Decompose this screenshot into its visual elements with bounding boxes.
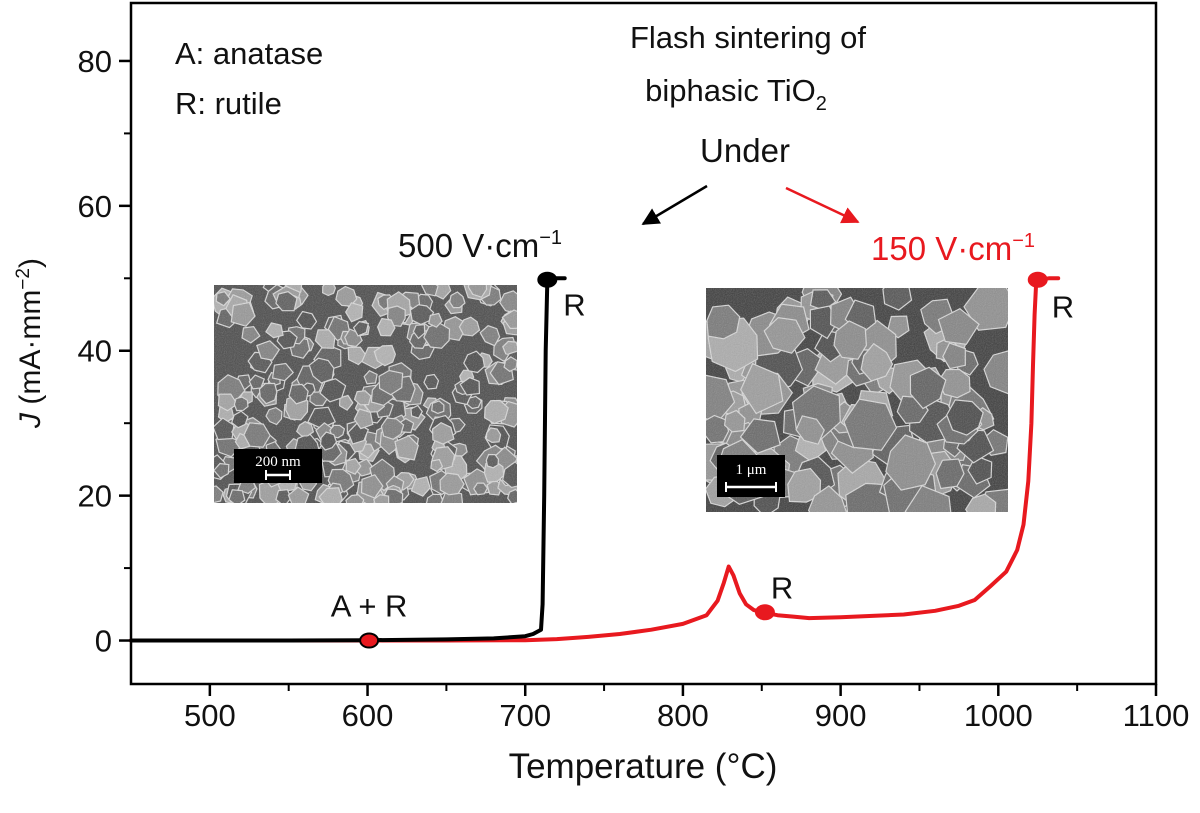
x-axis-label: Temperature (°C): [509, 747, 778, 786]
x-tick-label: 800: [657, 698, 709, 733]
x-tick-label: 600: [342, 698, 394, 733]
legend-rutile: R: rutile: [175, 86, 282, 121]
y-tick-label: 60: [78, 189, 112, 224]
x-axis: 500 600 700 800 900 1000 1100: [184, 684, 1189, 733]
marker-layer: A + R R R R: [331, 271, 1074, 649]
sem-inset-1: [214, 285, 517, 503]
arrow-to-150: [785, 186, 860, 224]
scale-bar-1-label: 200 nm: [255, 454, 301, 470]
y-axis: 0 20 40 60 80: [78, 44, 131, 659]
title-line-3: Under: [700, 132, 790, 169]
legend-anatase: A: anatase: [175, 36, 323, 71]
x-tick-label: 900: [815, 698, 867, 733]
marker-label: R: [1052, 290, 1074, 325]
marker-label: A + R: [331, 589, 408, 624]
x-tick-label: 1000: [964, 698, 1033, 733]
plot-frame: [129, 1, 1158, 686]
series-line: [129, 276, 1061, 643]
y-tick-label: 40: [78, 334, 112, 369]
scale-bar-2-label: 1 μm: [736, 462, 767, 478]
arrow-to-500: [641, 184, 708, 226]
y-tick-label: 20: [78, 479, 112, 514]
y-axis-label: J (mA·mm−2): [13, 258, 47, 429]
x-tick-label: 500: [184, 698, 236, 733]
y-tick-label: 80: [78, 44, 112, 79]
title-line-2: biphasic TiO2: [645, 73, 827, 115]
y-tick-label: 0: [95, 624, 112, 659]
series-label-500: 500 V·cm−1: [398, 227, 562, 264]
data-marker: [359, 632, 380, 649]
x-tick-label: 1100: [1123, 698, 1190, 733]
data-marker: [537, 271, 558, 288]
scale-bar-2: 1 μm: [717, 455, 785, 497]
scale-bar-1: 200 nm: [234, 449, 322, 483]
series-label-150: 150 V·cm−1: [871, 230, 1035, 267]
marker-label: R: [771, 570, 793, 605]
marker-label: R: [563, 288, 585, 323]
title-line-1: Flash sintering of: [630, 20, 866, 55]
data-marker: [754, 604, 775, 621]
data-marker: [1027, 271, 1048, 288]
x-tick-label: 700: [499, 698, 551, 733]
